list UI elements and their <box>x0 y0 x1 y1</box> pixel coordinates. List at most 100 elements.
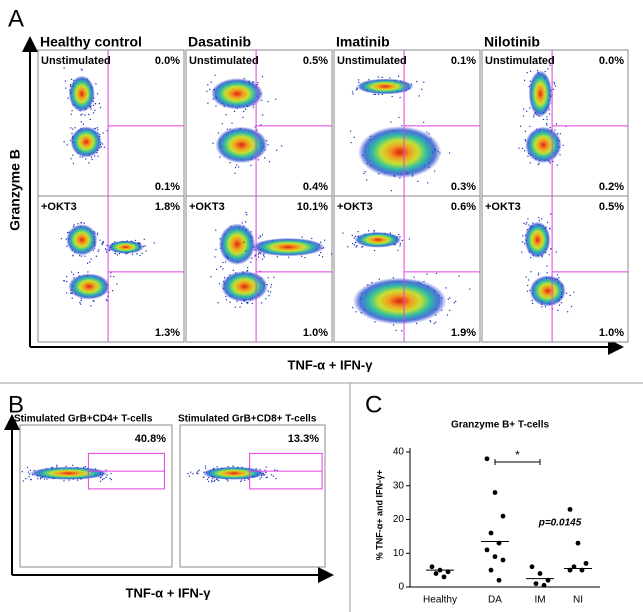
plot-frame <box>37 49 185 197</box>
event-dot <box>74 127 76 129</box>
event-dot <box>43 478 45 480</box>
percent-label: 1.8% <box>155 201 180 213</box>
event-dot <box>361 246 363 248</box>
event-dot <box>88 162 90 164</box>
event-dot <box>37 478 39 480</box>
event-dot <box>330 253 333 255</box>
event-dot <box>554 85 557 87</box>
event-dot <box>259 468 261 471</box>
event-dot <box>94 102 97 105</box>
event-dot <box>105 469 107 471</box>
event-dot <box>259 235 261 237</box>
event-dot <box>548 254 550 256</box>
event-dot <box>46 478 48 480</box>
panel-label: A <box>8 5 24 32</box>
event-dot <box>324 239 326 241</box>
event-dot <box>433 322 435 325</box>
event-dot <box>242 116 244 119</box>
event-dot <box>202 476 204 478</box>
data-point <box>488 530 494 536</box>
event-dot <box>81 69 83 71</box>
event-dot <box>355 246 357 248</box>
event-dot <box>533 116 535 118</box>
event-dot <box>224 261 227 263</box>
event-dot <box>214 479 216 481</box>
event-dot <box>96 93 99 95</box>
event-dot <box>241 302 243 305</box>
event-dot <box>97 129 99 131</box>
y-axis-label: % TNF-α+ and IFN-γ+ <box>374 470 384 561</box>
event-dot <box>103 477 105 480</box>
event-dot <box>92 112 95 114</box>
event-dot <box>449 309 451 311</box>
data-point <box>484 547 490 553</box>
event-dot <box>261 99 263 101</box>
event-dot <box>555 251 557 253</box>
plot-frame <box>481 49 629 197</box>
event-dot <box>206 478 209 480</box>
event-dot <box>262 254 265 256</box>
event-dot <box>524 139 526 141</box>
event-dot <box>399 245 401 247</box>
event-dot <box>546 124 548 126</box>
plot-frame <box>179 424 326 568</box>
event-dot <box>79 156 81 158</box>
event-dot <box>544 70 546 73</box>
event-dot <box>364 171 366 173</box>
condition-label: Unstimulated <box>189 55 259 67</box>
event-dot <box>435 321 437 323</box>
event-dot <box>429 319 431 322</box>
event-dot <box>213 480 215 482</box>
event-dot <box>204 465 207 467</box>
event-dot <box>530 256 532 259</box>
event-dot <box>525 276 527 278</box>
event-dot <box>270 286 272 288</box>
event-dot <box>239 306 241 308</box>
event-dot <box>553 83 556 85</box>
event-dot <box>66 245 68 247</box>
event-dot <box>66 144 68 146</box>
event-dot <box>215 105 217 107</box>
data-point <box>537 571 543 576</box>
event-dot <box>356 245 358 247</box>
event-dot <box>399 236 401 238</box>
event-dot <box>458 275 460 277</box>
percent-label: 0.0% <box>599 55 624 67</box>
event-dot <box>550 213 552 215</box>
event-dot <box>239 480 242 483</box>
event-dot <box>72 162 74 164</box>
event-dot <box>301 236 303 238</box>
percent-label: 1.0% <box>599 327 624 339</box>
event-dot <box>523 108 525 110</box>
event-dot <box>110 272 112 274</box>
event-dot <box>210 81 212 83</box>
event-dot <box>523 150 526 152</box>
event-dot <box>261 234 264 236</box>
panel-label: C <box>365 391 382 418</box>
event-dot <box>106 300 108 302</box>
event-dot <box>528 279 530 281</box>
event-dot <box>64 80 66 82</box>
event-dot <box>374 321 376 323</box>
percent-label: 0.3% <box>451 181 476 193</box>
event-dot <box>28 476 30 478</box>
event-dot <box>63 141 65 143</box>
event-dot <box>555 123 558 125</box>
event-dot <box>545 122 548 125</box>
event-dot <box>276 256 278 258</box>
event-dot <box>353 244 356 246</box>
event-dot <box>102 240 104 243</box>
event-dot <box>533 114 535 116</box>
event-dot <box>469 288 471 290</box>
event-dot <box>211 479 213 481</box>
event-dot <box>235 166 237 169</box>
event-dot <box>244 221 247 223</box>
event-dot <box>524 79 526 81</box>
event-dot <box>79 255 81 257</box>
event-dot <box>243 77 245 80</box>
event-dot <box>221 123 223 125</box>
event-dot <box>558 304 561 306</box>
event-dot <box>435 272 438 275</box>
percent-label: 40.8% <box>135 433 166 445</box>
event-dot <box>263 253 265 255</box>
